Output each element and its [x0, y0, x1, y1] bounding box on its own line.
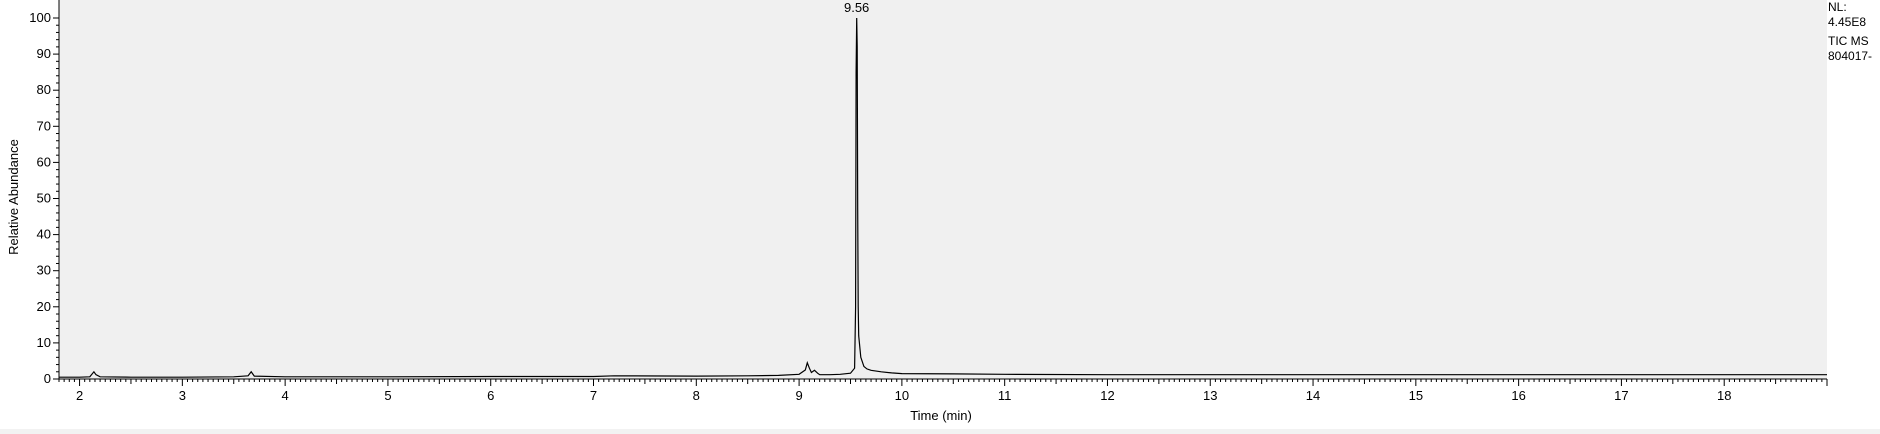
x-tick-label: 12: [1100, 388, 1114, 403]
x-tick-label: 14: [1306, 388, 1320, 403]
scan-filter: TIC MS: [1828, 34, 1869, 48]
nl-value: 4.45E8: [1828, 15, 1867, 29]
x-tick-label: 3: [179, 388, 186, 403]
x-tick-label: 2: [76, 388, 83, 403]
x-tick-label: 7: [590, 388, 597, 403]
y-tick-label: 50: [37, 191, 51, 206]
y-tick-label: 40: [37, 227, 51, 242]
y-tick-label: 20: [37, 299, 51, 314]
y-tick-label: 10: [37, 335, 51, 350]
x-tick-label: 6: [487, 388, 494, 403]
file-name: 804017-: [1828, 49, 1873, 63]
x-tick-label: 4: [282, 388, 289, 403]
x-tick-label: 9: [795, 388, 802, 403]
x-tick-label: 15: [1409, 388, 1423, 403]
y-tick-label: 0: [44, 371, 51, 386]
bottom-strip: [0, 429, 1880, 434]
y-tick-label: 80: [37, 82, 51, 97]
x-tick-label: 16: [1511, 388, 1525, 403]
y-axis-title: Relative Abundance: [6, 139, 21, 255]
x-tick-label: 8: [693, 388, 700, 403]
x-tick-label: 18: [1717, 388, 1731, 403]
y-tick-label: 60: [37, 154, 51, 169]
y-tick-label: 70: [37, 118, 51, 133]
peak-label: 9.56: [844, 0, 869, 15]
y-tick-label: 100: [29, 10, 51, 25]
x-tick-label: 10: [895, 388, 909, 403]
x-tick-label: 5: [384, 388, 391, 403]
x-tick-label: 17: [1614, 388, 1628, 403]
plot-area: [59, 0, 1827, 379]
y-tick-label: 90: [37, 46, 51, 61]
nl-label: NL:: [1828, 0, 1847, 14]
tic-trace: [59, 17, 1827, 378]
y-tick-label: 30: [37, 263, 51, 278]
x-tick-label: 11: [998, 388, 1012, 403]
x-axis-title: Time (min): [910, 408, 972, 423]
x-tick-label: 13: [1203, 388, 1217, 403]
